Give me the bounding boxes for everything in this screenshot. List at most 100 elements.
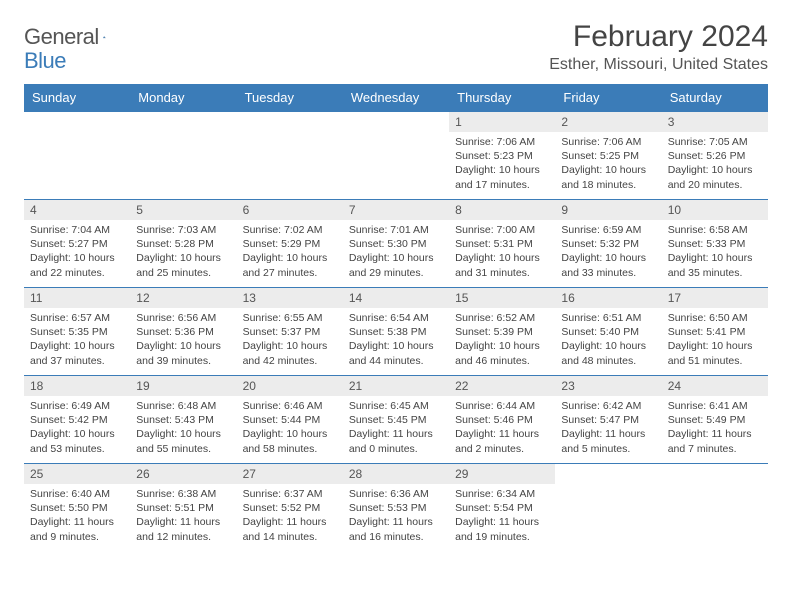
week-row: 1Sunrise: 7:06 AMSunset: 5:23 PMDaylight… [24, 112, 768, 200]
month-title: February 2024 [549, 20, 768, 54]
day-sunset: Sunset: 5:54 PM [455, 501, 549, 515]
day-daylight2: and 29 minutes. [349, 266, 443, 280]
day-sunset: Sunset: 5:29 PM [243, 237, 337, 251]
calendar-table: Sunday Monday Tuesday Wednesday Thursday… [24, 84, 768, 552]
day-cell [343, 112, 449, 200]
day-sunset: Sunset: 5:39 PM [455, 325, 549, 339]
day-cell: 18Sunrise: 6:49 AMSunset: 5:42 PMDayligh… [24, 376, 130, 464]
day-daylight1: Daylight: 11 hours [455, 427, 549, 441]
day-body: Sunrise: 7:02 AMSunset: 5:29 PMDaylight:… [237, 220, 343, 286]
day-sunrise: Sunrise: 6:40 AM [30, 487, 124, 501]
logo-word1: General [24, 24, 99, 50]
day-daylight2: and 27 minutes. [243, 266, 337, 280]
day-daylight2: and 53 minutes. [30, 442, 124, 456]
day-sunset: Sunset: 5:32 PM [561, 237, 655, 251]
day-daylight2: and 35 minutes. [668, 266, 762, 280]
day-daylight1: Daylight: 10 hours [30, 339, 124, 353]
day-body: Sunrise: 6:42 AMSunset: 5:47 PMDaylight:… [555, 396, 661, 462]
day-sunset: Sunset: 5:37 PM [243, 325, 337, 339]
day-sunrise: Sunrise: 6:52 AM [455, 311, 549, 325]
day-daylight1: Daylight: 10 hours [561, 339, 655, 353]
day-daylight2: and 17 minutes. [455, 178, 549, 192]
day-sunrise: Sunrise: 6:45 AM [349, 399, 443, 413]
day-sunset: Sunset: 5:26 PM [668, 149, 762, 163]
day-sunset: Sunset: 5:40 PM [561, 325, 655, 339]
day-body: Sunrise: 6:57 AMSunset: 5:35 PMDaylight:… [24, 308, 130, 374]
dayhead-sat: Saturday [662, 84, 768, 112]
week-row: 25Sunrise: 6:40 AMSunset: 5:50 PMDayligh… [24, 464, 768, 552]
logo: General [24, 24, 123, 50]
dayhead-fri: Friday [555, 84, 661, 112]
day-daylight1: Daylight: 10 hours [668, 251, 762, 265]
day-daylight1: Daylight: 10 hours [668, 163, 762, 177]
day-cell: 26Sunrise: 6:38 AMSunset: 5:51 PMDayligh… [130, 464, 236, 552]
day-sunrise: Sunrise: 6:57 AM [30, 311, 124, 325]
day-sunrise: Sunrise: 7:01 AM [349, 223, 443, 237]
day-number: 2 [555, 112, 661, 132]
day-daylight2: and 18 minutes. [561, 178, 655, 192]
day-cell: 4Sunrise: 7:04 AMSunset: 5:27 PMDaylight… [24, 200, 130, 288]
day-cell: 17Sunrise: 6:50 AMSunset: 5:41 PMDayligh… [662, 288, 768, 376]
day-cell: 9Sunrise: 6:59 AMSunset: 5:32 PMDaylight… [555, 200, 661, 288]
day-cell: 11Sunrise: 6:57 AMSunset: 5:35 PMDayligh… [24, 288, 130, 376]
day-sunrise: Sunrise: 6:34 AM [455, 487, 549, 501]
day-daylight2: and 51 minutes. [668, 354, 762, 368]
day-daylight2: and 37 minutes. [30, 354, 124, 368]
day-body: Sunrise: 7:06 AMSunset: 5:25 PMDaylight:… [555, 132, 661, 198]
day-body: Sunrise: 6:50 AMSunset: 5:41 PMDaylight:… [662, 308, 768, 374]
day-sunrise: Sunrise: 6:42 AM [561, 399, 655, 413]
dayhead-sun: Sunday [24, 84, 130, 112]
day-sunset: Sunset: 5:28 PM [136, 237, 230, 251]
logo-word2: Blue [24, 48, 66, 73]
day-sunrise: Sunrise: 6:41 AM [668, 399, 762, 413]
day-number: 9 [555, 200, 661, 220]
day-number: 21 [343, 376, 449, 396]
day-cell: 2Sunrise: 7:06 AMSunset: 5:25 PMDaylight… [555, 112, 661, 200]
day-daylight1: Daylight: 11 hours [561, 427, 655, 441]
page-header: General February 2024 Esther, Missouri, … [24, 20, 768, 74]
day-number: 18 [24, 376, 130, 396]
title-block: February 2024 Esther, Missouri, United S… [549, 20, 768, 74]
day-cell: 28Sunrise: 6:36 AMSunset: 5:53 PMDayligh… [343, 464, 449, 552]
day-sunset: Sunset: 5:44 PM [243, 413, 337, 427]
day-daylight1: Daylight: 10 hours [136, 251, 230, 265]
day-sunrise: Sunrise: 7:04 AM [30, 223, 124, 237]
day-daylight1: Daylight: 11 hours [30, 515, 124, 529]
day-body: Sunrise: 6:54 AMSunset: 5:38 PMDaylight:… [343, 308, 449, 374]
day-number: 27 [237, 464, 343, 484]
day-sunset: Sunset: 5:38 PM [349, 325, 443, 339]
day-sunrise: Sunrise: 6:49 AM [30, 399, 124, 413]
day-daylight2: and 7 minutes. [668, 442, 762, 456]
day-sunset: Sunset: 5:33 PM [668, 237, 762, 251]
day-daylight1: Daylight: 10 hours [30, 427, 124, 441]
day-sunrise: Sunrise: 6:48 AM [136, 399, 230, 413]
day-number: 22 [449, 376, 555, 396]
day-sunrise: Sunrise: 6:46 AM [243, 399, 337, 413]
day-number: 16 [555, 288, 661, 308]
day-sunrise: Sunrise: 7:00 AM [455, 223, 549, 237]
day-daylight1: Daylight: 10 hours [243, 251, 337, 265]
day-sunset: Sunset: 5:43 PM [136, 413, 230, 427]
day-number: 6 [237, 200, 343, 220]
day-sunset: Sunset: 5:47 PM [561, 413, 655, 427]
day-cell [24, 112, 130, 200]
day-sunrise: Sunrise: 7:05 AM [668, 135, 762, 149]
day-daylight1: Daylight: 11 hours [243, 515, 337, 529]
week-row: 18Sunrise: 6:49 AMSunset: 5:42 PMDayligh… [24, 376, 768, 464]
day-daylight1: Daylight: 11 hours [349, 515, 443, 529]
day-cell: 23Sunrise: 6:42 AMSunset: 5:47 PMDayligh… [555, 376, 661, 464]
day-number: 29 [449, 464, 555, 484]
day-daylight1: Daylight: 10 hours [243, 339, 337, 353]
day-sunset: Sunset: 5:23 PM [455, 149, 549, 163]
day-daylight1: Daylight: 11 hours [349, 427, 443, 441]
day-number: 1 [449, 112, 555, 132]
day-body: Sunrise: 6:46 AMSunset: 5:44 PMDaylight:… [237, 396, 343, 462]
day-number: 13 [237, 288, 343, 308]
day-number: 24 [662, 376, 768, 396]
logo-sail-icon [103, 30, 106, 44]
day-body: Sunrise: 6:49 AMSunset: 5:42 PMDaylight:… [24, 396, 130, 462]
day-daylight1: Daylight: 10 hours [349, 251, 443, 265]
day-number: 28 [343, 464, 449, 484]
day-body: Sunrise: 6:51 AMSunset: 5:40 PMDaylight:… [555, 308, 661, 374]
day-sunset: Sunset: 5:46 PM [455, 413, 549, 427]
